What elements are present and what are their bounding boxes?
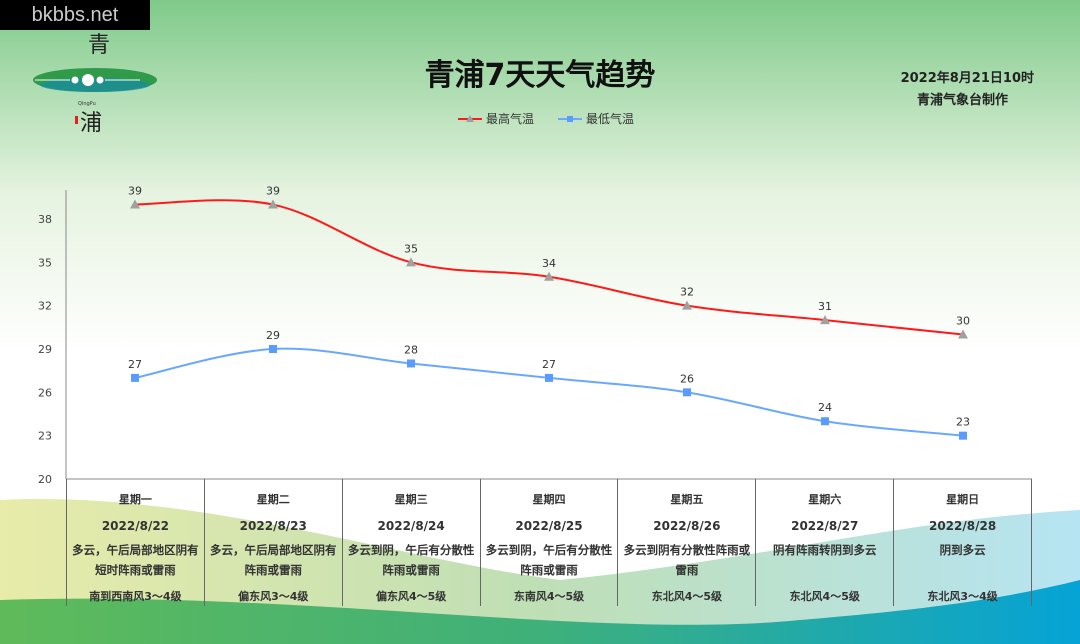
day-wind: 东北风4～5级	[789, 590, 860, 603]
low-temp-label: 27	[542, 358, 556, 371]
legend-high: 最高气温	[458, 110, 534, 127]
day-date: 2022/8/27	[791, 519, 859, 533]
day-wind: 南到西南风3～4级	[89, 590, 182, 603]
high-temp-label: 34	[542, 257, 556, 270]
day-column: 星期日 2022/8/28 阴到多云东北风3～4级	[894, 479, 1033, 606]
day-name: 星期三	[394, 493, 428, 506]
low-temp-point	[407, 359, 415, 368]
high-temp-point	[130, 199, 140, 209]
low-temp-label: 27	[128, 358, 142, 371]
y-tick-label: 23	[38, 430, 52, 443]
svg-text:浦: 浦	[80, 111, 102, 136]
low-temp-point	[683, 388, 691, 397]
day-weather: 多云到阴有分散性阵雨或雷雨	[623, 543, 751, 577]
low-temp-point	[821, 417, 829, 426]
legend: 最高气温 最低气温	[458, 110, 634, 127]
day-column: 星期六 2022/8/27 阴有阵雨转阴到多云 东北风4～5级	[756, 479, 895, 606]
high-temp-label: 32	[680, 286, 694, 299]
day-wind: 东北风3～4级	[927, 590, 998, 603]
y-tick-label: 38	[38, 213, 52, 226]
y-tick-label: 32	[38, 300, 52, 313]
day-column: 星期五 2022/8/26 多云到阴有分散性阵雨或雷雨东北风4～5级	[618, 479, 757, 606]
y-tick-label: 20	[38, 473, 52, 486]
day-weather: 多云到阴，午后有分散性阵雨或雷雨	[347, 543, 475, 577]
svg-text:青: 青	[88, 33, 110, 58]
day-column: 星期一 2022/8/22 多云，午后局部地区阴有短时阵雨或雷雨南到西南风3～4级	[67, 479, 205, 606]
issue-info: 2022年8月21日10时 青浦气象台制作	[901, 68, 1034, 112]
high-temp-point	[820, 315, 830, 325]
day-weather: 多云，午后局部地区阴有短时阵雨或雷雨	[72, 543, 199, 577]
day-column: 星期二 2022/8/23 多云，午后局部地区阴有阵雨或雷雨偏东风3～4级	[205, 479, 343, 606]
low-temp-label: 24	[818, 401, 832, 414]
day-name: 星期四	[532, 493, 566, 506]
low-temp-point	[269, 345, 277, 353]
low-temp-label: 29	[266, 329, 280, 342]
legend-low: 最低气温	[558, 110, 634, 127]
high-temp-point	[544, 271, 554, 281]
high-temp-label: 39	[266, 185, 280, 198]
issue-time: 2022年8月21日10时	[900, 71, 1034, 86]
day-date: 2022/8/22	[101, 519, 170, 533]
day-weather: 多云，午后局部地区阴有阵雨或雷雨	[210, 543, 337, 577]
day-wind: 东南风4～5级	[513, 590, 585, 603]
y-tick-label: 29	[38, 343, 52, 356]
day-date: 2022/8/23	[239, 519, 307, 533]
forecast-table: 星期一 2022/8/22 多云，午后局部地区阴有短时阵雨或雷雨 南到西南风3～4级星…	[66, 479, 1033, 606]
high-temp-label: 31	[818, 300, 832, 313]
low-temp-label: 23	[956, 416, 970, 429]
low-temp-label: 28	[404, 343, 418, 356]
day-name: 星期二	[256, 493, 290, 506]
svg-text:QingPu: QingPu	[78, 101, 96, 107]
day-date: 2022/8/26	[653, 519, 721, 533]
day-column: 星期三 2022/8/24 多云到阴，午后有分散性阵雨或雷雨偏东风4～5级	[343, 479, 481, 606]
high-temp-point	[406, 257, 416, 267]
low-temp-point	[131, 373, 139, 382]
legend-high-label: 最高气温	[486, 112, 535, 126]
day-date: 2022/8/25	[515, 519, 583, 533]
high-temp-label: 30	[956, 315, 970, 328]
y-tick-label: 26	[38, 386, 52, 399]
day-wind: 东北风4～5级	[651, 590, 723, 603]
high-temp-label: 35	[404, 242, 418, 255]
day-weather: 阴到多云	[939, 543, 986, 557]
day-date: 2022/8/28	[928, 519, 997, 533]
day-name: 星期一	[118, 493, 152, 506]
high-temp-point	[268, 199, 278, 209]
day-date: 2022/8/24	[377, 519, 445, 533]
high-temp-point	[682, 300, 692, 310]
qingpu-logo: 青 QingPu 浦	[33, 33, 157, 136]
day-wind: 偏东风4～5级	[375, 590, 447, 603]
day-name: 星期五	[670, 493, 704, 506]
issuer: 青浦气象台制作	[916, 93, 1008, 108]
day-weather: 多云到阴，午后有分散性阵雨或雷雨	[485, 543, 613, 577]
high-temp-label: 39	[128, 185, 142, 198]
low-temp-point	[545, 373, 553, 382]
high-temp-point	[958, 329, 968, 339]
day-name: 星期日	[946, 493, 980, 506]
day-weather: 阴有阵雨转阴到多云	[772, 543, 877, 557]
watermark: bkbbs.net	[0, 0, 150, 30]
day-name: 星期六	[808, 493, 842, 506]
low-temp-point	[959, 431, 967, 440]
low-temp-label: 26	[680, 372, 694, 385]
day-column: 星期四 2022/8/25 多云到阴，午后有分散性阵雨或雷雨东南风4～5级	[481, 479, 619, 606]
legend-low-label: 最低气温	[586, 112, 635, 126]
day-wind: 偏东风3～4级	[238, 590, 309, 603]
y-tick-label: 35	[38, 256, 52, 269]
chart-title: 青浦7天天气趋势	[424, 58, 656, 93]
